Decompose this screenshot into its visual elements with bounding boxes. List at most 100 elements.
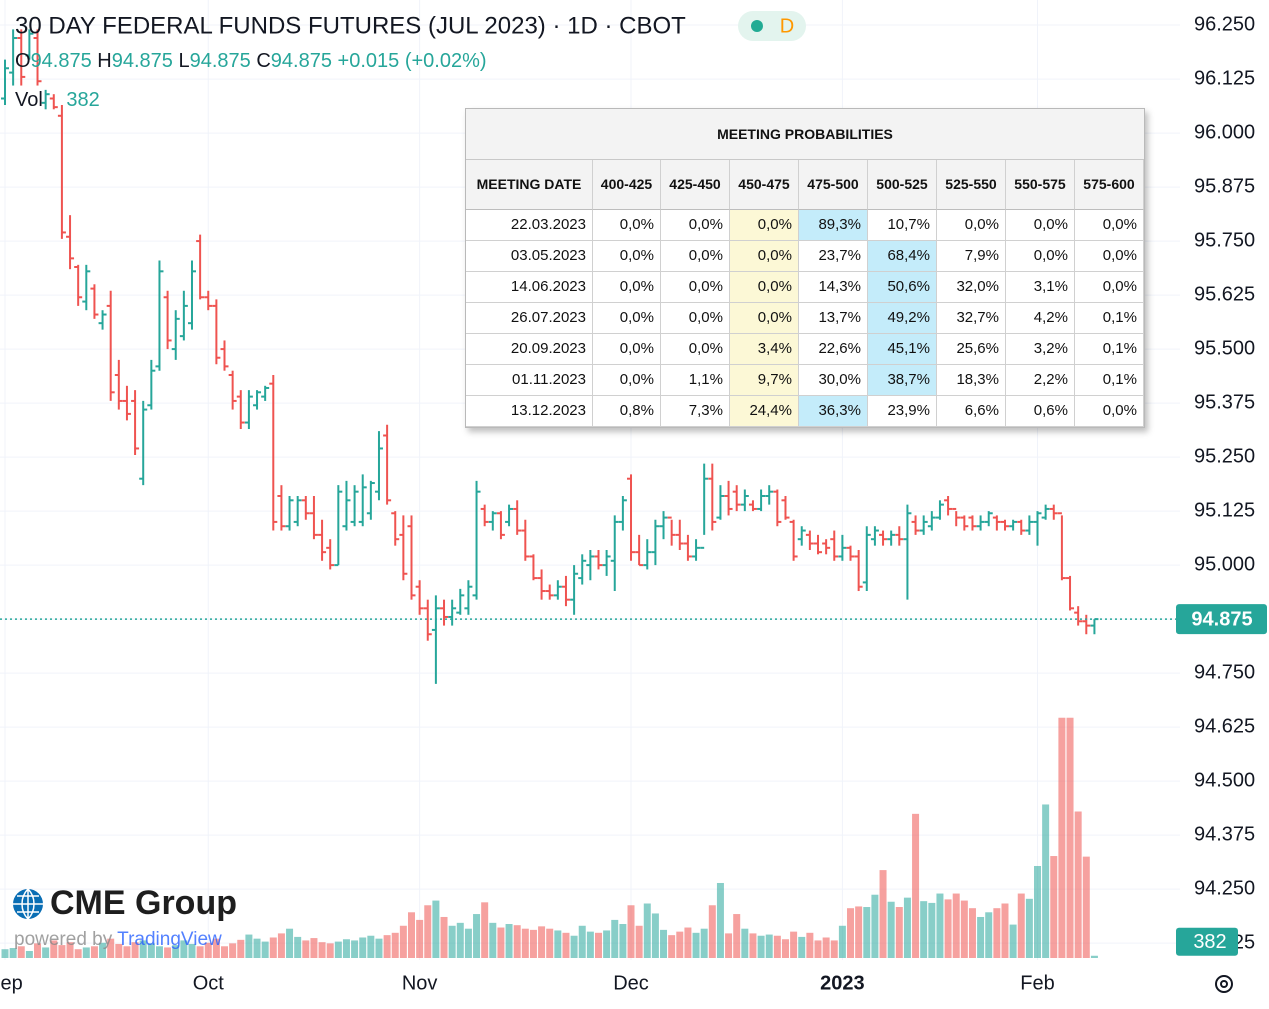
volume-bar xyxy=(912,813,920,958)
ohlc-bar xyxy=(870,526,879,546)
ohlc-bar xyxy=(383,424,392,505)
volume-bar xyxy=(822,937,830,958)
y-tick-label: 95.750 xyxy=(1194,229,1255,251)
ohlc-bar xyxy=(561,575,570,607)
probability-cell: 0,1% xyxy=(1075,365,1144,396)
gear[interactable] xyxy=(1215,975,1233,993)
y-tick-label: 95.125 xyxy=(1194,499,1255,521)
volume-bar xyxy=(367,935,375,958)
ohlc-bar xyxy=(879,530,888,546)
volume-bar xyxy=(968,908,976,958)
volume-bar xyxy=(814,940,822,958)
ohlc-bar xyxy=(456,588,465,615)
ohlc-bar xyxy=(1033,511,1042,546)
ohlc-bar xyxy=(464,580,473,615)
probability-cell: 14,3% xyxy=(799,272,868,303)
ohlc-bar xyxy=(1057,512,1066,581)
ohlc-bar xyxy=(586,549,595,581)
volume-legend: Vol 382 xyxy=(15,89,100,111)
ohlc-bar xyxy=(740,489,749,512)
volume-bar xyxy=(521,928,529,958)
probability-cell: 0,0% xyxy=(593,334,661,365)
volume-bar xyxy=(456,922,464,958)
meeting-date: 20.09.2023 xyxy=(466,334,593,365)
volume-bar xyxy=(733,914,741,958)
ohlc-bar xyxy=(553,580,562,600)
volume-bar xyxy=(1082,856,1090,958)
probability-cell: 23,9% xyxy=(868,396,937,427)
probability-cell: 24,4% xyxy=(730,396,799,427)
ohlc-bar xyxy=(984,511,993,527)
table-title: MEETING PROBABILITIES xyxy=(466,109,1144,160)
volume-bar xyxy=(546,928,554,958)
ohlc-bar xyxy=(301,495,310,520)
probability-cell: 0,0% xyxy=(661,303,730,334)
ohlc-bar xyxy=(846,545,855,561)
volume-bar xyxy=(928,902,936,958)
logo-globe-lines xyxy=(13,888,43,920)
gear-hub[interactable] xyxy=(1220,980,1228,988)
probability-cell: 4,2% xyxy=(1006,303,1075,334)
table-row: 03.05.2023 0,0% 0,0% 0,0% 23,7% 68,4% 7,9% 0,0%… xyxy=(466,241,1144,272)
ohlc-bar xyxy=(513,500,522,535)
volume-bar xyxy=(798,936,806,958)
volume-bar xyxy=(375,938,383,958)
volume-bar xyxy=(586,931,594,958)
volume-bar xyxy=(50,940,58,958)
ohlc-bar xyxy=(627,474,636,561)
probability-cell: 32,7% xyxy=(937,303,1006,334)
ohlc-bar xyxy=(927,511,936,531)
volume-bar xyxy=(936,893,944,958)
ohlc-bar xyxy=(830,530,839,561)
volume-bar xyxy=(416,919,424,958)
ohlc-bar xyxy=(781,495,790,520)
ohlc-bar xyxy=(862,526,871,592)
volume-bar xyxy=(25,950,33,958)
probability-cell: 22,6% xyxy=(799,334,868,365)
platform-name: TradingView xyxy=(117,929,222,950)
volume-bar xyxy=(196,946,204,958)
probability-table: MEETING PROBABILITIES MEETING DATE 400-42… xyxy=(465,108,1145,428)
volume-bar xyxy=(1058,717,1066,958)
legend-prefix: C xyxy=(256,50,270,72)
volume-bar xyxy=(1090,955,1098,958)
ohlc-bar xyxy=(594,549,603,570)
volume-bar xyxy=(871,894,879,958)
ohlc-bar xyxy=(33,29,42,86)
ohlc-bar xyxy=(635,534,644,567)
settings-icon[interactable] xyxy=(1215,975,1233,993)
volume-bar xyxy=(139,940,147,958)
volume-bar xyxy=(131,942,139,958)
volume-bar xyxy=(708,905,716,958)
ohlc-bar xyxy=(838,534,847,561)
meeting-date: 01.11.2023 xyxy=(466,365,593,396)
ohlc-bar xyxy=(1049,504,1058,520)
ohlc-bar xyxy=(41,89,50,110)
probability-cell: 3,4% xyxy=(730,334,799,365)
probability-cell: 68,4% xyxy=(868,241,937,272)
volume-bar xyxy=(887,901,895,958)
volume-bar xyxy=(204,942,212,958)
ohlc-bar xyxy=(537,569,546,600)
volume-bar xyxy=(164,947,172,958)
status-badge xyxy=(738,11,806,41)
last-volume-box xyxy=(1176,927,1238,956)
meeting-date: 13.12.2023 xyxy=(466,396,593,427)
powered-by-label: powered by xyxy=(14,929,113,950)
ohlc-bar xyxy=(90,284,99,319)
volume-bar xyxy=(790,931,798,958)
volume-bar xyxy=(448,925,456,958)
ohlc-bar xyxy=(667,516,676,546)
volume-bar xyxy=(725,933,733,958)
ohlc-bar xyxy=(277,485,286,531)
probability-cell: 0,0% xyxy=(661,272,730,303)
ohlc-bar xyxy=(765,485,774,505)
volume-bar xyxy=(391,932,399,958)
volume-bar xyxy=(505,924,513,958)
ohlc-bar xyxy=(407,515,416,600)
volume-bar xyxy=(473,914,481,958)
volume-bar xyxy=(529,929,537,958)
ohlc-bar xyxy=(326,539,335,570)
volume-bar xyxy=(99,942,107,958)
